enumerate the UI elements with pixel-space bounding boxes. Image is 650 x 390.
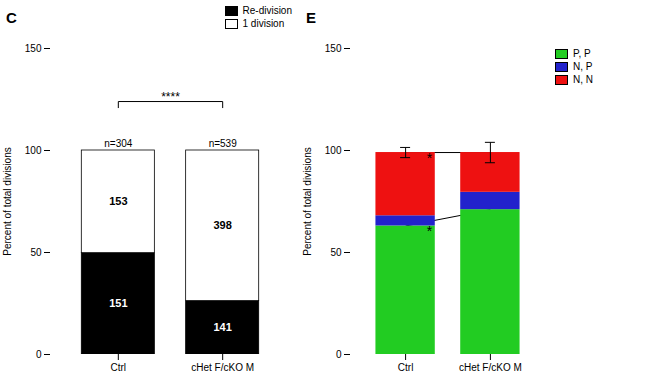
svg-text:50: 50 bbox=[330, 247, 342, 258]
svg-text:cHet F/cKO M: cHet F/cKO M bbox=[459, 362, 522, 373]
html-text:C: C bbox=[6, 8, 17, 26]
svg-text:cHet F/cKO M: cHet F/cKO M bbox=[191, 362, 254, 373]
svg-text:Percent of total divisions: Percent of total divisions bbox=[2, 147, 13, 255]
svg-text:0: 0 bbox=[336, 349, 342, 360]
svg-text:150: 150 bbox=[325, 43, 342, 54]
svg-text:50: 50 bbox=[30, 247, 42, 258]
svg-text:398: 398 bbox=[213, 219, 231, 231]
svg-text:n=304: n=304 bbox=[104, 138, 133, 149]
svg-text:150: 150 bbox=[25, 43, 42, 54]
svg-text:*: * bbox=[427, 150, 433, 166]
svg-text:Ctrl: Ctrl bbox=[111, 362, 127, 373]
svg-text:151: 151 bbox=[109, 297, 127, 309]
html-text:P, P: P, P bbox=[573, 48, 591, 59]
svg-text:0: 0 bbox=[36, 349, 42, 360]
html-text:1 division: 1 division bbox=[242, 18, 285, 29]
svg-text:141: 141 bbox=[213, 321, 231, 333]
svg-text:Ctrl: Ctrl bbox=[398, 362, 414, 373]
svg-text:****: **** bbox=[161, 90, 180, 104]
html-text:Re-division: Re-division bbox=[242, 5, 292, 16]
html-text:E: E bbox=[306, 8, 316, 26]
svg-text:100: 100 bbox=[325, 145, 342, 156]
svg-text:Percent of total divisions: Percent of total divisions bbox=[302, 147, 313, 255]
svg-text:100: 100 bbox=[25, 145, 42, 156]
svg-text:n=539: n=539 bbox=[209, 138, 238, 149]
svg-text:*: * bbox=[427, 223, 433, 239]
svg-text:153: 153 bbox=[109, 195, 127, 207]
html-text:N, P: N, P bbox=[573, 61, 593, 72]
html-text:N, N: N, N bbox=[573, 74, 593, 85]
